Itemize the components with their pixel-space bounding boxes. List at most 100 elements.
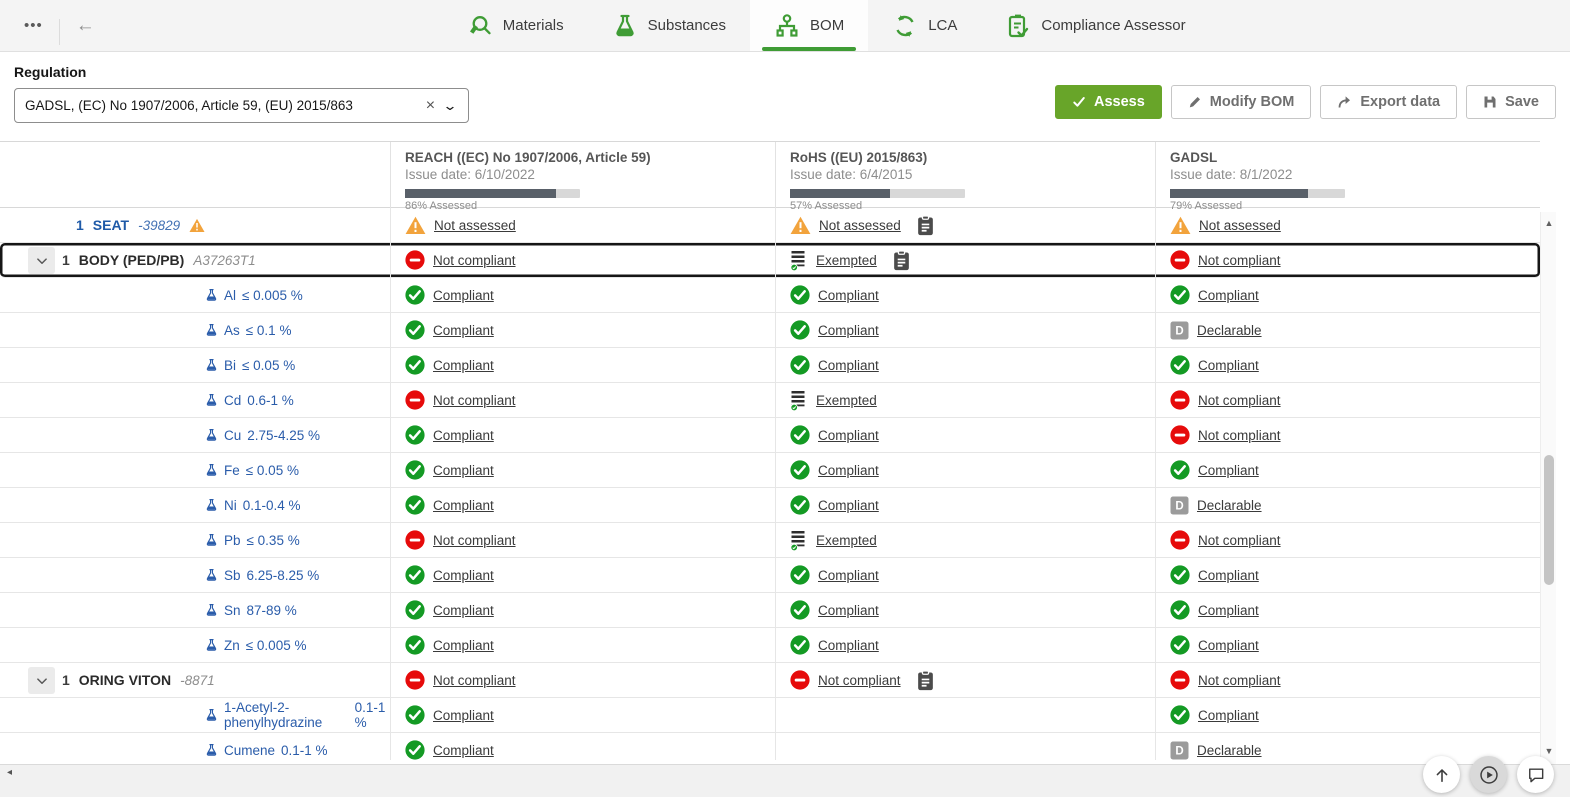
assess-button[interactable]: Assess bbox=[1054, 85, 1162, 119]
status-link[interactable]: Not assessed bbox=[1199, 217, 1281, 233]
scroll-down-icon[interactable]: ▼ bbox=[1544, 746, 1554, 756]
status-link[interactable]: Exempted bbox=[816, 252, 877, 268]
back-to-top-button[interactable] bbox=[1423, 756, 1460, 793]
status-link[interactable]: Not assessed bbox=[819, 217, 901, 233]
chevron-down-icon[interactable] bbox=[28, 667, 55, 694]
status-link[interactable]: Compliant bbox=[433, 462, 494, 478]
status-link[interactable]: Compliant bbox=[1198, 567, 1259, 583]
modify-bom-button[interactable]: Modify BOM bbox=[1170, 85, 1312, 119]
status-link[interactable]: Compliant bbox=[433, 637, 494, 653]
substance-label[interactable]: Pb ≤ 0.35 % bbox=[205, 533, 300, 548]
tree-cell[interactable]: Zn ≤ 0.005 % bbox=[0, 628, 390, 662]
tree-cell[interactable]: 1 ORING VITON -8871 bbox=[0, 663, 390, 697]
substance-label[interactable]: 1-Acetyl-2-phenylhydrazine 0.1-1 % bbox=[205, 700, 390, 730]
status-link[interactable]: Compliant bbox=[818, 322, 879, 338]
status-link[interactable]: Not compliant bbox=[433, 392, 516, 408]
vertical-scrollbar-thumb[interactable] bbox=[1544, 455, 1554, 585]
tree-cell[interactable]: 1-Acetyl-2-phenylhydrazine 0.1-1 % bbox=[0, 698, 390, 732]
status-link[interactable]: Compliant bbox=[433, 497, 494, 513]
substance-label[interactable]: Al ≤ 0.005 % bbox=[205, 288, 303, 303]
status-link[interactable]: Compliant bbox=[433, 742, 494, 758]
tree-cell[interactable]: Fe ≤ 0.05 % bbox=[0, 453, 390, 487]
tree-cell[interactable]: Cd 0.6-1 % bbox=[0, 383, 390, 417]
part-label[interactable]: 1 ORING VITON -8871 bbox=[62, 672, 215, 688]
status-link[interactable]: Compliant bbox=[433, 322, 494, 338]
scroll-up-icon[interactable]: ▲ bbox=[1544, 218, 1554, 228]
status-link[interactable]: Compliant bbox=[1198, 287, 1259, 303]
substance-label[interactable]: Cu 2.75-4.25 % bbox=[205, 428, 320, 443]
status-link[interactable]: Not compliant bbox=[1198, 427, 1281, 443]
tab-substances[interactable]: Substances bbox=[588, 0, 750, 51]
run-button[interactable] bbox=[1470, 756, 1507, 793]
status-link[interactable]: Compliant bbox=[1198, 462, 1259, 478]
part-label[interactable]: 1 BODY (PED/PB) A37263T1 bbox=[62, 252, 256, 268]
substance-label[interactable]: As ≤ 0.1 % bbox=[205, 323, 291, 338]
overflow-menu-icon[interactable]: ••• bbox=[24, 17, 43, 34]
tree-cell[interactable]: Ni 0.1-0.4 % bbox=[0, 488, 390, 522]
chevron-down-icon[interactable]: ⌄ bbox=[442, 97, 458, 113]
status-link[interactable]: Not assessed bbox=[434, 217, 516, 233]
tree-cell[interactable]: Al ≤ 0.005 % bbox=[0, 278, 390, 312]
status-link[interactable]: Exempted bbox=[816, 532, 877, 548]
status-link[interactable]: Compliant bbox=[818, 602, 879, 618]
substance-label[interactable]: Ni 0.1-0.4 % bbox=[205, 498, 301, 513]
tree-cell[interactable]: 1 BODY (PED/PB) A37263T1 bbox=[0, 243, 390, 277]
comment-button[interactable] bbox=[1517, 756, 1554, 793]
status-link[interactable]: Not compliant bbox=[433, 532, 516, 548]
tree-cell[interactable]: Pb ≤ 0.35 % bbox=[0, 523, 390, 557]
status-link[interactable]: Not compliant bbox=[818, 672, 901, 688]
tree-cell[interactable]: Sb 6.25-8.25 % bbox=[0, 558, 390, 592]
tab-lca[interactable]: LCA bbox=[868, 0, 981, 51]
tree-cell[interactable]: As ≤ 0.1 % bbox=[0, 313, 390, 347]
substance-label[interactable]: Fe ≤ 0.05 % bbox=[205, 463, 299, 478]
save-button[interactable]: Save bbox=[1466, 85, 1556, 119]
status-link[interactable]: Compliant bbox=[1198, 602, 1259, 618]
substance-label[interactable]: Zn ≤ 0.005 % bbox=[205, 638, 306, 653]
status-link[interactable]: Compliant bbox=[433, 567, 494, 583]
status-link[interactable]: Declarable bbox=[1197, 742, 1262, 758]
status-link[interactable]: Compliant bbox=[433, 707, 494, 723]
tree-cell[interactable]: Cu 2.75-4.25 % bbox=[0, 418, 390, 452]
status-link[interactable]: Compliant bbox=[433, 602, 494, 618]
status-link[interactable]: Compliant bbox=[818, 287, 879, 303]
status-link[interactable]: Compliant bbox=[818, 497, 879, 513]
tree-cell[interactable]: 1 SEAT -39829 bbox=[0, 208, 390, 242]
status-link[interactable]: Compliant bbox=[1198, 357, 1259, 373]
status-link[interactable]: Compliant bbox=[818, 427, 879, 443]
back-icon[interactable]: ← bbox=[75, 14, 95, 36]
tree-cell[interactable]: Bi ≤ 0.05 % bbox=[0, 348, 390, 382]
status-link[interactable]: Not compliant bbox=[1198, 672, 1281, 688]
scroll-left-icon[interactable]: ◂ bbox=[7, 767, 13, 778]
export-data-button[interactable]: Export data bbox=[1320, 85, 1458, 119]
tab-compliance-assessor[interactable]: Compliance Assessor bbox=[981, 0, 1209, 51]
tree-cell[interactable]: Sn 87-89 % bbox=[0, 593, 390, 627]
status-link[interactable]: Compliant bbox=[818, 567, 879, 583]
tree-cell[interactable]: Cumene 0.1-1 % bbox=[0, 733, 390, 760]
regulation-select[interactable]: GADSL, (EC) No 1907/2006, Article 59, (E… bbox=[14, 88, 469, 123]
status-link[interactable]: Not compliant bbox=[1198, 252, 1281, 268]
status-link[interactable]: Not compliant bbox=[433, 252, 516, 268]
status-link[interactable]: Declarable bbox=[1197, 322, 1262, 338]
substance-label[interactable]: Cd 0.6-1 % bbox=[205, 393, 294, 408]
substance-label[interactable]: Bi ≤ 0.05 % bbox=[205, 358, 295, 373]
substance-label[interactable]: Sn 87-89 % bbox=[205, 603, 297, 618]
status-link[interactable]: Compliant bbox=[818, 462, 879, 478]
status-link[interactable]: Compliant bbox=[433, 287, 494, 303]
status-link[interactable]: Not compliant bbox=[1198, 392, 1281, 408]
horizontal-scrollbar[interactable]: ◂ bbox=[0, 764, 1570, 797]
status-link[interactable]: Not compliant bbox=[1198, 532, 1281, 548]
status-link[interactable]: Compliant bbox=[818, 357, 879, 373]
part-label[interactable]: 1 SEAT -39829 bbox=[76, 217, 205, 233]
vertical-scrollbar[interactable]: ▲ ▼ bbox=[1540, 212, 1556, 764]
status-link[interactable]: Compliant bbox=[818, 637, 879, 653]
clipboard-icon[interactable] bbox=[915, 214, 936, 236]
status-link[interactable]: Compliant bbox=[433, 357, 494, 373]
substance-label[interactable]: Sb 6.25-8.25 % bbox=[205, 568, 319, 583]
clipboard-icon[interactable] bbox=[891, 249, 912, 271]
substance-label[interactable]: Cumene 0.1-1 % bbox=[205, 743, 328, 758]
status-link[interactable]: Compliant bbox=[1198, 707, 1259, 723]
status-link[interactable]: Exempted bbox=[816, 392, 877, 408]
status-link[interactable]: Compliant bbox=[1198, 637, 1259, 653]
tab-bom[interactable]: BOM bbox=[750, 0, 869, 51]
tab-materials[interactable]: Materials bbox=[443, 0, 588, 51]
